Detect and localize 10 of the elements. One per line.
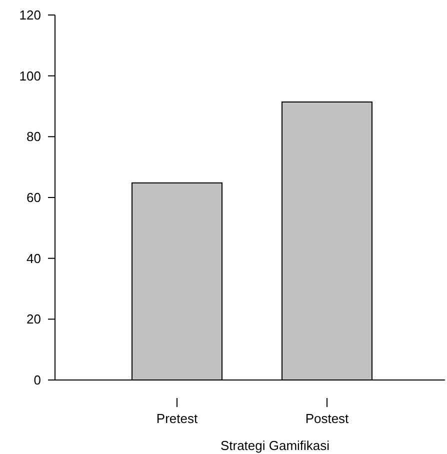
y-tick-label: 40 [26, 250, 41, 266]
x-tick-label: Pretest [156, 411, 198, 426]
y-tick-label: 120 [19, 8, 41, 23]
y-tick-label: 0 [34, 372, 41, 388]
y-tick-label: 100 [19, 68, 41, 84]
y-tick-label: 80 [26, 129, 41, 144]
x-tick-label: Postest [305, 411, 350, 426]
y-tick-label: 20 [26, 312, 41, 327]
y-tick-label: 60 [26, 190, 41, 206]
x-axis-title: Strategi Gamifikasi [220, 438, 330, 453]
